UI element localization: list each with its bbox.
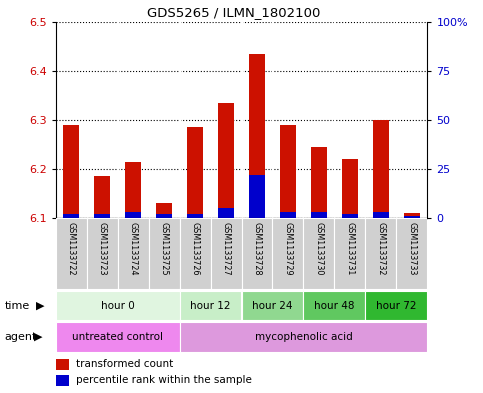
Bar <box>242 218 272 289</box>
Text: GSM1133731: GSM1133731 <box>345 222 355 275</box>
Text: GSM1133723: GSM1133723 <box>98 222 107 275</box>
Bar <box>218 103 234 218</box>
Bar <box>303 218 334 289</box>
Text: GSM1133733: GSM1133733 <box>408 222 416 275</box>
Bar <box>180 218 211 289</box>
Bar <box>404 216 420 218</box>
Bar <box>366 218 397 289</box>
Text: time: time <box>5 301 30 310</box>
Bar <box>404 213 420 218</box>
Text: GSM1133722: GSM1133722 <box>67 222 75 275</box>
Bar <box>242 291 303 320</box>
Bar <box>280 125 296 218</box>
Title: GDS5265 / ILMN_1802100: GDS5265 / ILMN_1802100 <box>147 6 321 19</box>
Bar <box>94 214 110 218</box>
Bar <box>187 127 203 218</box>
Bar <box>211 218 242 289</box>
Text: GSM1133724: GSM1133724 <box>128 222 138 275</box>
Bar <box>342 214 358 218</box>
Bar <box>373 120 389 218</box>
Text: ▶: ▶ <box>34 332 43 342</box>
Bar <box>311 212 327 218</box>
Bar <box>149 218 180 289</box>
Text: hour 12: hour 12 <box>190 301 231 310</box>
Bar <box>63 125 79 218</box>
Bar <box>303 291 366 320</box>
Bar <box>94 176 110 218</box>
Bar <box>366 291 427 320</box>
Bar <box>117 218 149 289</box>
Text: GSM1133727: GSM1133727 <box>222 222 230 275</box>
Text: percentile rank within the sample: percentile rank within the sample <box>76 375 252 385</box>
Text: hour 48: hour 48 <box>314 301 355 310</box>
Text: hour 72: hour 72 <box>376 301 417 310</box>
Bar <box>156 203 172 218</box>
Bar <box>334 218 366 289</box>
Bar <box>56 375 69 386</box>
Text: GSM1133732: GSM1133732 <box>376 222 385 275</box>
Bar <box>249 175 265 218</box>
Text: GSM1133725: GSM1133725 <box>159 222 169 275</box>
Text: hour 24: hour 24 <box>252 301 293 310</box>
Bar <box>56 218 86 289</box>
Bar <box>86 218 117 289</box>
Text: ▶: ▶ <box>36 301 45 310</box>
Text: GSM1133726: GSM1133726 <box>190 222 199 275</box>
Bar <box>56 322 180 352</box>
Text: transformed count: transformed count <box>76 359 173 369</box>
Text: untreated control: untreated control <box>72 332 163 342</box>
Text: hour 0: hour 0 <box>100 301 134 310</box>
Bar <box>56 359 69 369</box>
Bar <box>342 159 358 218</box>
Bar <box>125 162 141 218</box>
Bar <box>63 214 79 218</box>
Bar <box>373 212 389 218</box>
Bar <box>272 218 303 289</box>
Bar <box>311 147 327 218</box>
Text: mycophenolic acid: mycophenolic acid <box>255 332 353 342</box>
Bar <box>156 214 172 218</box>
Bar <box>280 212 296 218</box>
Bar <box>218 208 234 218</box>
Bar <box>187 214 203 218</box>
Bar <box>125 212 141 218</box>
Text: GSM1133730: GSM1133730 <box>314 222 324 275</box>
Bar <box>180 322 427 352</box>
Text: GSM1133728: GSM1133728 <box>253 222 261 275</box>
Bar <box>56 291 180 320</box>
Bar <box>180 291 242 320</box>
Bar <box>397 218 427 289</box>
Text: GSM1133729: GSM1133729 <box>284 222 293 275</box>
Text: agent: agent <box>5 332 37 342</box>
Bar <box>249 53 265 218</box>
